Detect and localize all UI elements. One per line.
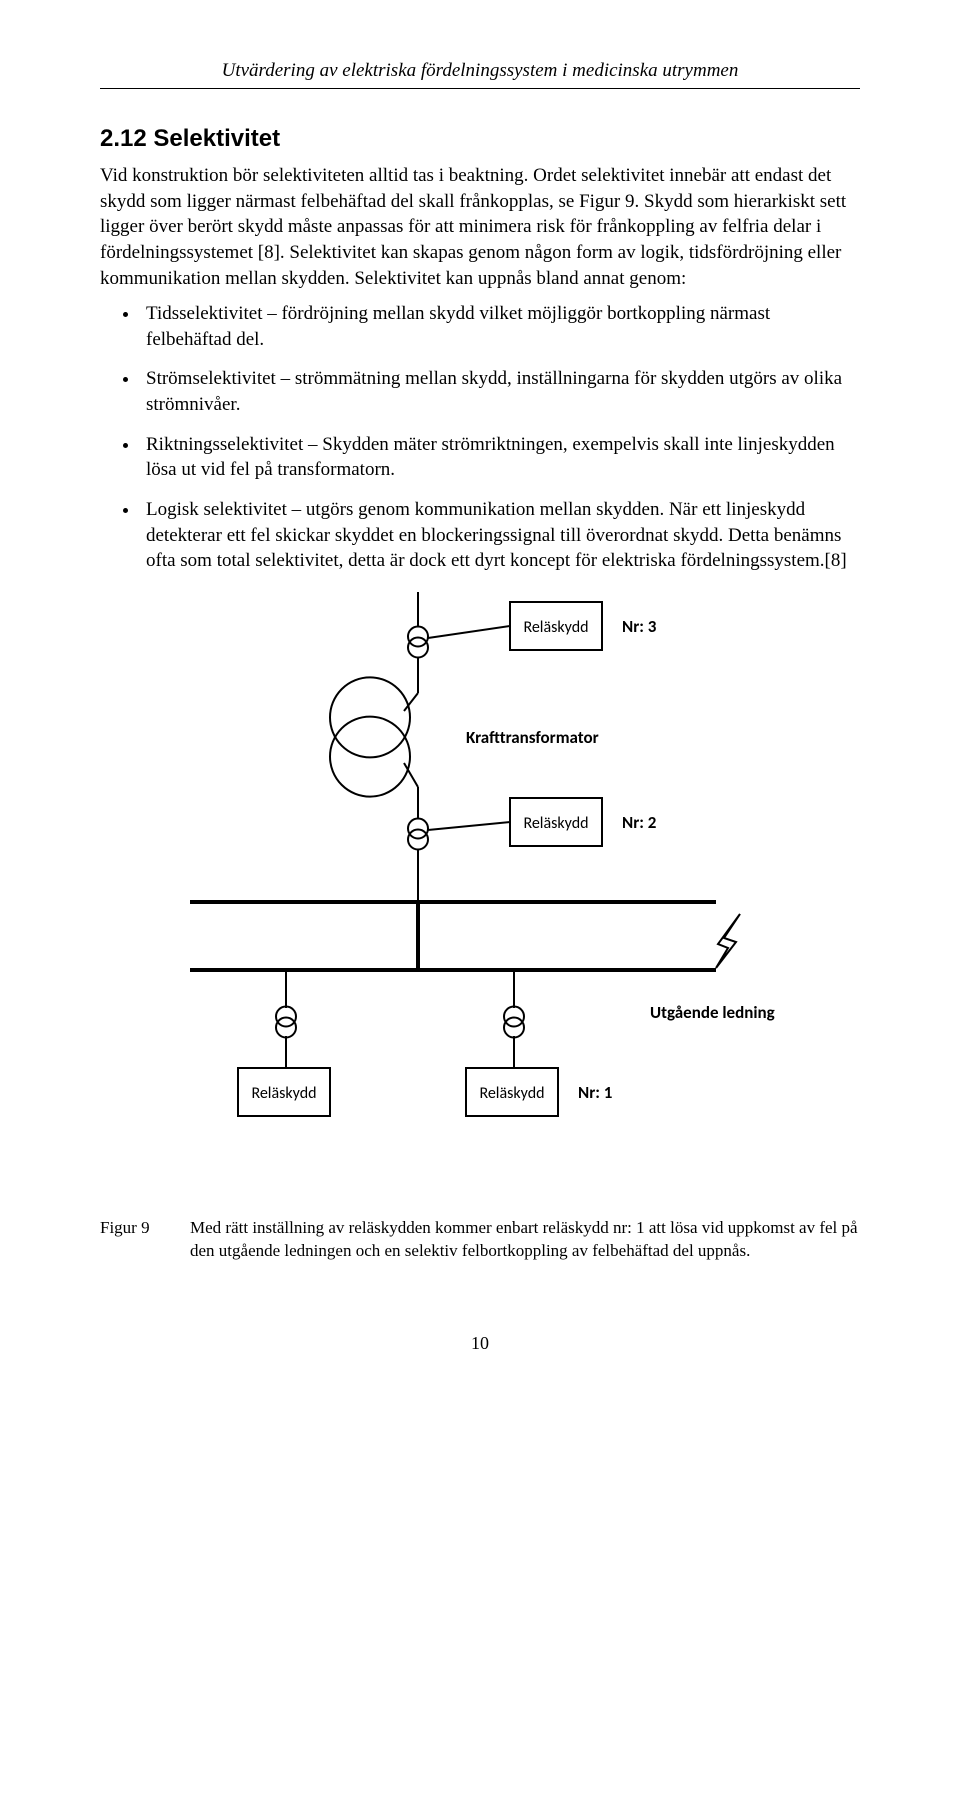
svg-text:Nr: 2: Nr: 2 (622, 812, 657, 833)
svg-text:Reläskydd: Reläskydd (523, 618, 588, 637)
figure-caption: Figur 9 Med rätt inställning av reläskyd… (100, 1217, 860, 1263)
svg-text:Nr: 1: Nr: 1 (578, 1082, 612, 1103)
page-number: 10 (100, 1333, 860, 1354)
figure-9: Reläskydd Nr: 3 Krafttransformator Reläskyd… (100, 592, 860, 1157)
svg-text:Krafttransformator: Krafttransformator (466, 727, 599, 748)
svg-text:Reläskydd: Reläskydd (251, 1084, 316, 1103)
svg-text:Utgående ledning: Utgående ledning (650, 1002, 775, 1023)
selectivity-list: Tidsselektivitet – fördröjning mellan sk… (100, 301, 860, 574)
list-item: Tidsselektivitet – fördröjning mellan sk… (140, 301, 860, 352)
svg-text:Reläskydd: Reläskydd (479, 1084, 544, 1103)
svg-text:Reläskydd: Reläskydd (523, 814, 588, 833)
list-item: Strömselektivitet – strömmätning mellan … (140, 366, 860, 417)
running-header: Utvärdering av elektriska fördelningssys… (100, 60, 860, 82)
svg-text:Nr: 3: Nr: 3 (622, 616, 657, 637)
caption-label: Figur 9 (100, 1217, 190, 1240)
intro-paragraph: Vid konstruktion bör selektiviteten allt… (100, 163, 860, 291)
header-rule (100, 88, 860, 89)
caption-text: Med rätt inställning av reläskydden komm… (190, 1217, 860, 1263)
list-item: Riktningsselektivitet – Skydden mäter st… (140, 432, 860, 483)
list-item: Logisk selektivitet – utgörs genom kommu… (140, 497, 860, 574)
section-heading: 2.12 Selektivitet (100, 125, 860, 153)
